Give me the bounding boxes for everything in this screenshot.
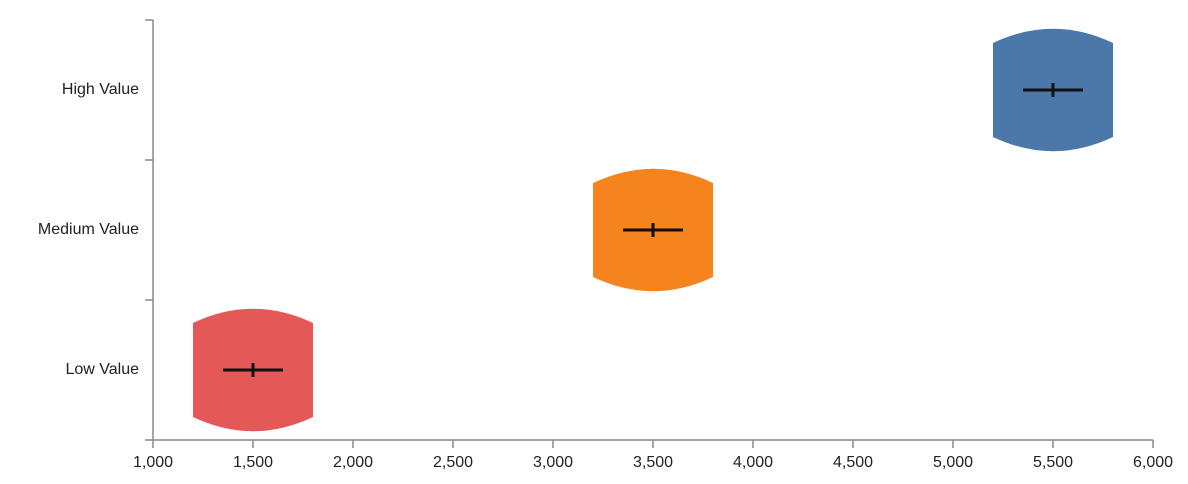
x-tick-label: 2,000 <box>333 454 373 471</box>
x-tick-label: 4,000 <box>733 454 773 471</box>
violin-layer <box>193 28 1113 432</box>
x-axis: 1,000 1,500 2,000 2,500 3,000 3,500 4,000 4,500… <box>133 439 1173 471</box>
y-axis: High Value Medium Value Low Value <box>38 19 154 441</box>
x-tick-label: 1,000 <box>133 454 173 471</box>
x-tick-label: 5,000 <box>933 454 973 471</box>
x-tick-label: 5,500 <box>1033 454 1073 471</box>
x-tick-label: 6,000 <box>1133 454 1173 471</box>
x-tick-label: 1,500 <box>233 454 273 471</box>
x-tick-label: 4,500 <box>833 454 873 471</box>
y-tick-label: Medium Value <box>38 221 139 238</box>
x-tick-label: 3,500 <box>633 454 673 471</box>
y-tick-label: High Value <box>62 81 139 98</box>
y-tick-label: Low Value <box>65 361 139 378</box>
x-tick-label: 2,500 <box>433 454 473 471</box>
x-tick-label: 3,000 <box>533 454 573 471</box>
